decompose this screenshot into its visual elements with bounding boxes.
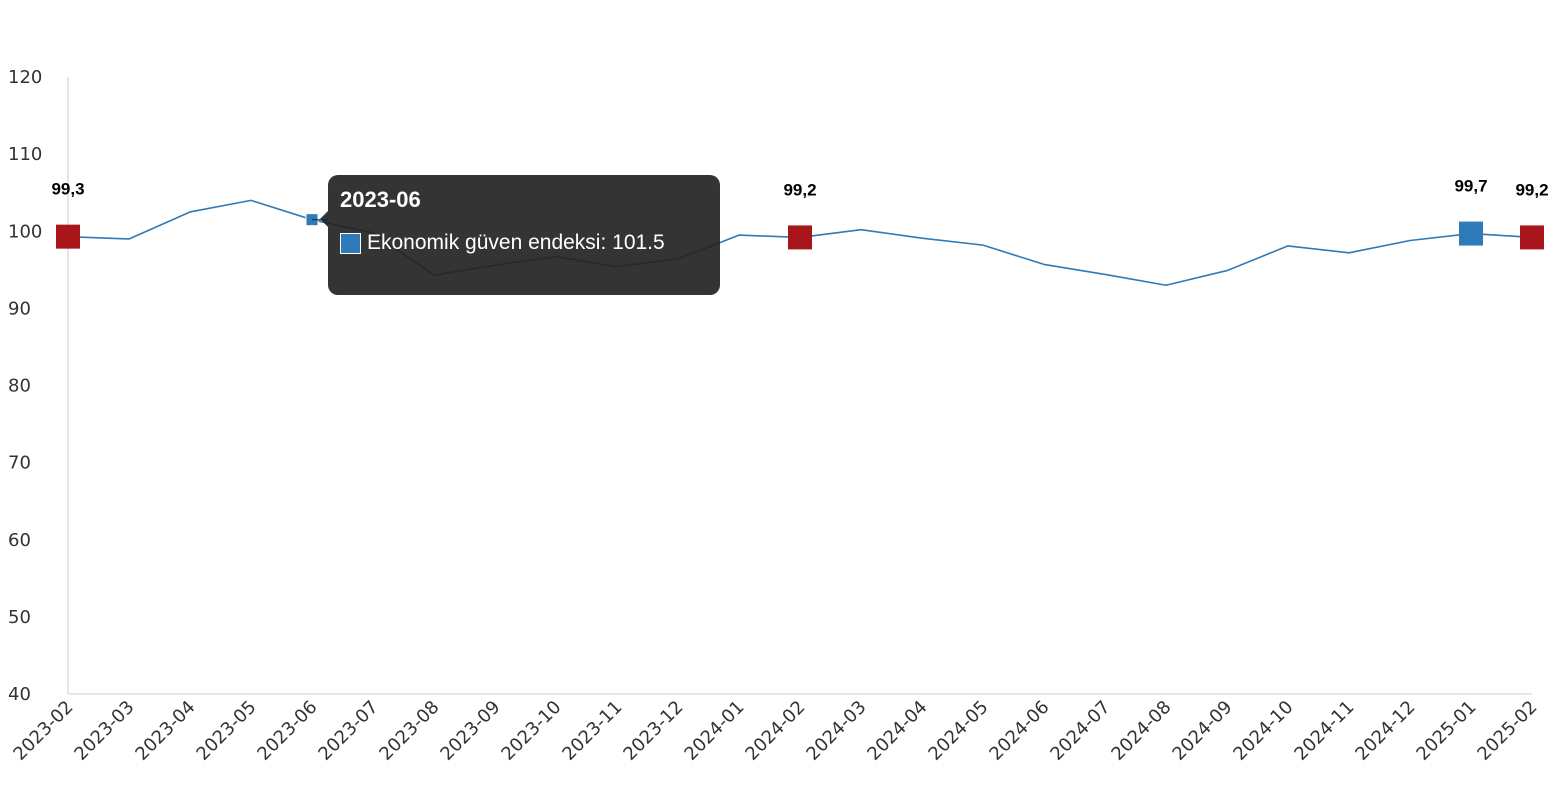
x-tick-label: 2024-03 bbox=[802, 697, 870, 765]
x-tick-label: 2024-09 bbox=[1168, 697, 1236, 765]
x-tick-label: 2023-06 bbox=[253, 697, 321, 765]
x-tick-label: 2024-04 bbox=[863, 697, 931, 765]
x-tick-label: 2023-02 bbox=[9, 697, 77, 765]
data-label: 99,2 bbox=[1515, 180, 1548, 199]
x-tick-label: 2023-12 bbox=[619, 697, 687, 765]
data-label: 99,2 bbox=[783, 180, 816, 199]
y-axis-ticks: 40 50 60 70 80 90 100 110 120 bbox=[8, 67, 42, 705]
markers-layer bbox=[56, 213, 1544, 250]
x-tick-label: 2024-07 bbox=[1046, 697, 1114, 765]
y-tick-label: 100 bbox=[8, 221, 42, 242]
tooltip: 2023-06 Ekonomik güven endeksi: 101.5 bbox=[320, 175, 720, 295]
y-tick-label: 60 bbox=[8, 530, 31, 551]
x-tick-label: 2025-01 bbox=[1412, 697, 1480, 765]
x-tick-label: 2024-12 bbox=[1351, 697, 1419, 765]
tooltip-arrow bbox=[320, 211, 328, 227]
x-tick-label: 2023-03 bbox=[70, 697, 138, 765]
annotated-point-marker bbox=[56, 224, 80, 249]
tooltip-series-swatch bbox=[340, 232, 361, 254]
x-tick-label: 2023-05 bbox=[192, 697, 260, 765]
x-axis-ticks: 2023-022023-032023-042023-052023-062023-… bbox=[9, 697, 1541, 765]
x-tick-label: 2024-02 bbox=[741, 697, 809, 765]
x-tick-label: 2024-08 bbox=[1107, 697, 1175, 765]
y-tick-label: 110 bbox=[8, 144, 42, 165]
annotated-point-marker bbox=[1520, 225, 1544, 250]
data-label: 99,7 bbox=[1454, 177, 1487, 196]
x-tick-label: 2023-07 bbox=[314, 697, 382, 765]
tooltip-title: 2023-06 bbox=[340, 187, 421, 212]
x-tick-label: 2024-01 bbox=[680, 697, 748, 765]
annotated-point-marker bbox=[1459, 221, 1483, 246]
x-tick-label: 2025-02 bbox=[1473, 697, 1541, 765]
x-tick-label: 2023-10 bbox=[497, 697, 565, 765]
data-label: 99,3 bbox=[51, 180, 84, 199]
axes bbox=[67, 77, 1532, 695]
y-tick-label: 70 bbox=[8, 453, 31, 474]
y-tick-label: 40 bbox=[8, 684, 31, 705]
x-tick-label: 2024-05 bbox=[924, 697, 992, 765]
y-tick-label: 90 bbox=[8, 298, 31, 319]
annotated-point-marker bbox=[788, 225, 812, 250]
tooltip-value-text: Ekonomik güven endeksi: 101.5 bbox=[367, 231, 665, 254]
y-tick-label: 120 bbox=[8, 67, 42, 88]
x-tick-label: 2023-04 bbox=[131, 697, 199, 765]
y-tick-label: 80 bbox=[8, 376, 31, 397]
tooltip-row: Ekonomik güven endeksi: 101.5 bbox=[340, 231, 708, 255]
x-tick-label: 2023-08 bbox=[375, 697, 443, 765]
data-labels-layer: 99,3 99,2 99,7 99,2 bbox=[51, 177, 1548, 200]
y-tick-label: 50 bbox=[8, 607, 31, 628]
x-tick-label: 2023-11 bbox=[558, 697, 626, 765]
x-tick-label: 2024-10 bbox=[1229, 697, 1297, 765]
x-tick-label: 2023-09 bbox=[436, 697, 504, 765]
x-tick-label: 2024-11 bbox=[1290, 697, 1358, 765]
x-tick-label: 2024-06 bbox=[985, 697, 1053, 765]
